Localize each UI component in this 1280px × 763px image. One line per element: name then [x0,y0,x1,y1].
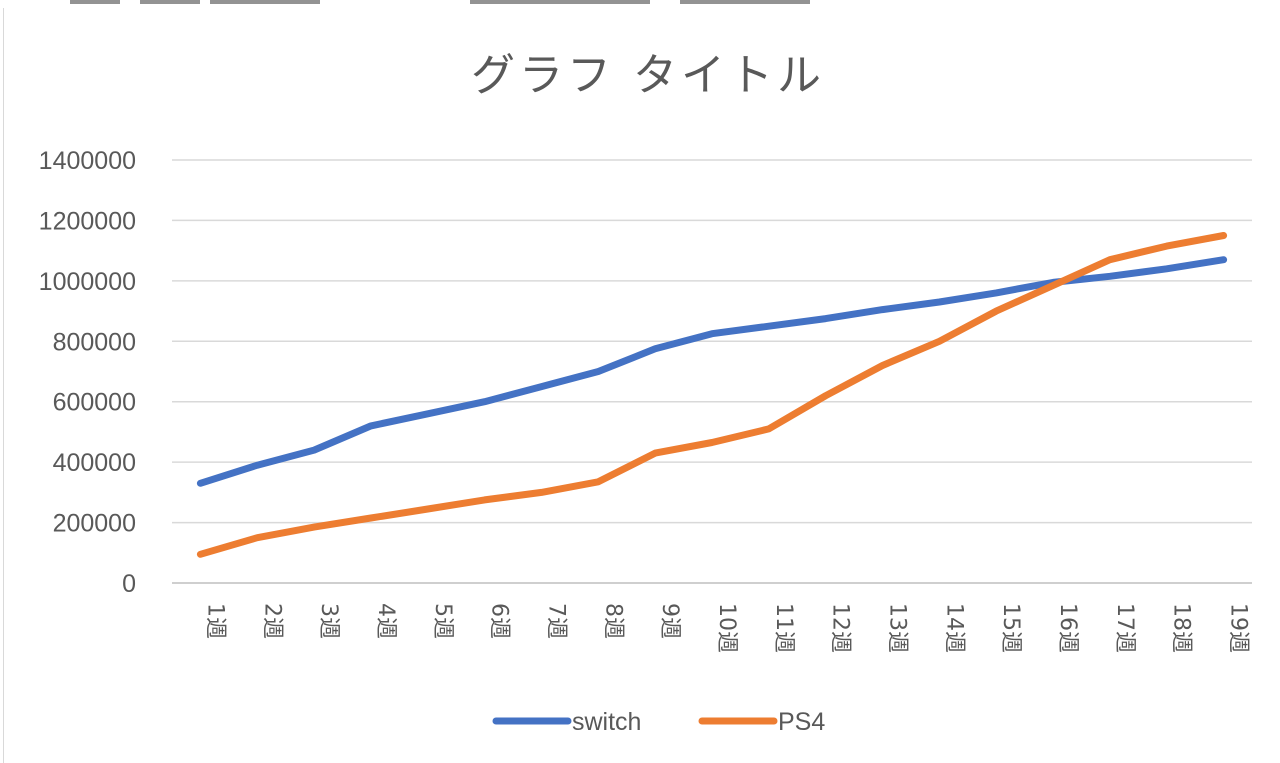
x-tick-label-group: 13週 [885,603,910,653]
x-tick-label: 11週 [771,603,796,653]
x-tick-label: 8週 [600,603,625,639]
x-tick-label-group: 9週 [657,603,682,639]
x-tick-label-group: 17週 [1112,603,1137,653]
x-tick-label-group: 15週 [998,603,1023,653]
series-line-ps4 [196,232,1228,558]
x-tick-label-group: 11週 [771,603,796,653]
x-tick-label-group: 7週 [543,603,568,639]
x-tick-label-group: 4週 [373,603,398,639]
x-tick-label: 13週 [885,603,910,653]
x-tick-label: 10週 [714,603,739,653]
x-tick-label-group: 8週 [600,603,625,639]
legend: switch PS4 [492,708,825,736]
series-line-switch [196,256,1228,487]
x-tick-label: 6週 [487,603,512,639]
x-tick-label: 9週 [657,603,682,639]
x-tick-label-group: 5週 [430,603,455,639]
x-tick-label-group: 2週 [259,603,284,639]
x-tick-label: 12週 [828,603,853,653]
x-tick-label: 3週 [316,603,341,639]
x-tick-label: 1週 [202,603,227,639]
y-tick-label: 800000 [53,328,136,356]
y-tick-label: 1000000 [39,268,136,296]
x-tick-label: 15週 [998,603,1023,653]
y-tick-label: 600000 [53,389,136,417]
x-tick-label-group: 1週 [202,603,227,639]
x-tick-label-group: 10週 [714,603,739,653]
x-tick-label: 4週 [373,603,398,639]
series-lines [196,232,1228,558]
x-tick-label-group: 6週 [487,603,512,639]
x-tick-label: 19週 [1226,603,1251,653]
y-tick-label: 400000 [53,449,136,477]
x-tick-label: 16週 [1055,603,1080,653]
x-tick-label-group: 3週 [316,603,341,639]
y-tick-label: 200000 [53,510,136,538]
x-tick-label-group: 14週 [941,603,966,653]
x-tick-label: 14週 [941,603,966,653]
y-axis-ticks: 0 200000 400000 600000 800000 1000000 1200000 1… [39,147,136,598]
y-tick-label: 1200000 [39,207,136,235]
x-tick-label: 7週 [543,603,568,639]
x-tick-label-group: 18週 [1169,603,1194,653]
y-tick-label: 0 [122,570,136,598]
y-tick-label: 1400000 [39,147,136,175]
chart-border [3,8,4,763]
x-tick-label-group: 19週 [1226,603,1251,653]
x-tick-label-group: 12週 [828,603,853,653]
x-tick-label-group: 16週 [1055,603,1080,653]
x-tick-label: 18週 [1169,603,1194,653]
legend-label-switch: switch [572,708,641,736]
chart-title: グラフ タイトル [471,50,825,101]
x-tick-label: 17週 [1112,603,1137,653]
x-tick-label: 2週 [259,603,284,639]
cropped-top-edge [0,0,1280,8]
legend-label-ps4: PS4 [778,708,825,736]
x-tick-label: 5週 [430,603,455,639]
gridlines [172,159,1252,584]
x-axis-ticks: 1週 2週 3週 4週 5週 6週 7週 8週 9週 10週 11週 12週 13週 14週 15週 16週 1… [202,603,1250,653]
